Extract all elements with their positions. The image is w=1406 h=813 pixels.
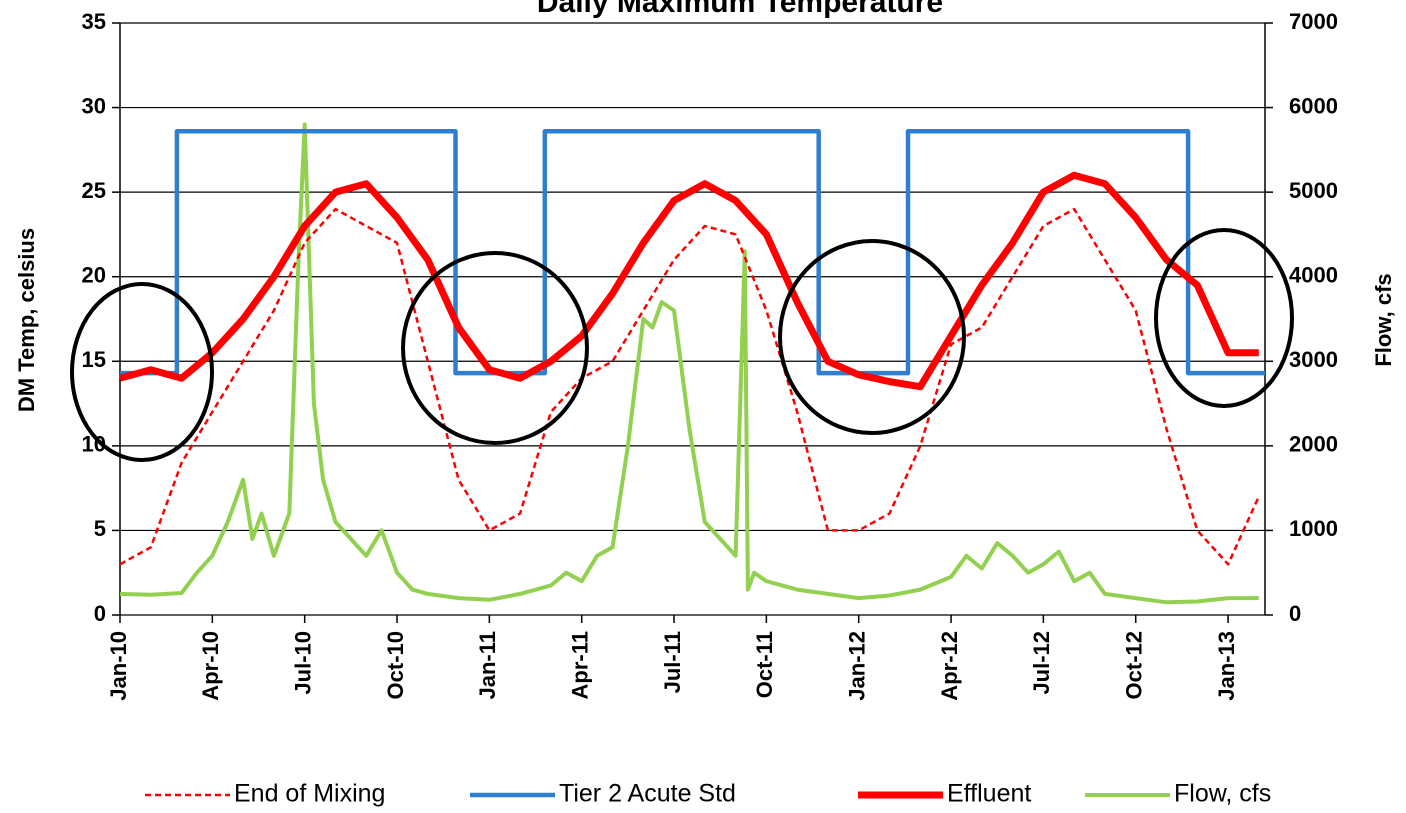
y-tick-label: 30 bbox=[82, 93, 106, 118]
plot-area: 0510152025303501000200030004000500060007… bbox=[82, 9, 1338, 701]
x-tick-label: Jan-10 bbox=[106, 631, 131, 701]
y2-tick-label: 2000 bbox=[1289, 432, 1338, 457]
y-tick-label: 25 bbox=[82, 178, 106, 203]
y-tick-label: 15 bbox=[82, 347, 106, 372]
highlight-circle bbox=[401, 251, 589, 445]
x-tick-label: Jul-11 bbox=[660, 631, 685, 693]
y-tick-label: 5 bbox=[94, 516, 106, 541]
x-tick-label: Oct-11 bbox=[752, 631, 777, 698]
x-tick-label: Apr-12 bbox=[937, 631, 962, 701]
x-tick-label: Jan-12 bbox=[845, 631, 870, 701]
y-tick-label: 35 bbox=[82, 9, 106, 34]
y-axis-title: DM Temp, celsius bbox=[14, 228, 39, 412]
x-tick-label: Jul-10 bbox=[290, 631, 315, 695]
y2-tick-label: 0 bbox=[1289, 601, 1301, 626]
y2-axis-title: Flow, cfs bbox=[1371, 273, 1396, 366]
series-line bbox=[119, 122, 1259, 605]
y-tick-label: 0 bbox=[94, 601, 106, 626]
x-tick-label: Jul-12 bbox=[1029, 631, 1054, 695]
y2-tick-label: 1000 bbox=[1289, 516, 1338, 541]
legend-label: End of Mixing bbox=[234, 780, 385, 808]
x-tick-label: Jan-13 bbox=[1214, 631, 1239, 701]
series-line bbox=[119, 207, 1260, 566]
x-tick-label: Apr-10 bbox=[198, 631, 223, 701]
y2-tick-label: 7000 bbox=[1289, 9, 1338, 34]
y2-tick-label: 4000 bbox=[1289, 263, 1338, 288]
x-tick-label: Oct-10 bbox=[383, 631, 408, 699]
highlight-circle bbox=[70, 282, 214, 462]
y2-tick-label: 6000 bbox=[1289, 93, 1338, 118]
highlight-circle bbox=[1154, 228, 1294, 408]
legend: End of Mixing Tier 2 Acute Std Effluent Flo… bbox=[145, 780, 1271, 808]
series-line bbox=[120, 129, 1265, 376]
legend-label: Flow, cfs bbox=[1174, 780, 1271, 808]
legend-label: Tier 2 Acute Std bbox=[559, 780, 736, 808]
series-line bbox=[119, 171, 1259, 391]
legend-label: Effluent bbox=[947, 780, 1031, 808]
y2-tick-label: 3000 bbox=[1289, 347, 1338, 372]
y-tick-label: 20 bbox=[82, 263, 106, 288]
chart-title: Daily Maximum Temperature bbox=[537, 0, 943, 19]
x-tick-label: Apr-11 bbox=[568, 631, 593, 699]
x-tick-label: Oct-12 bbox=[1122, 631, 1147, 699]
y2-tick-label: 5000 bbox=[1289, 178, 1338, 203]
annotations bbox=[70, 228, 1294, 462]
x-tick-label: Jan-11 bbox=[475, 631, 500, 700]
highlight-circle bbox=[778, 239, 966, 435]
